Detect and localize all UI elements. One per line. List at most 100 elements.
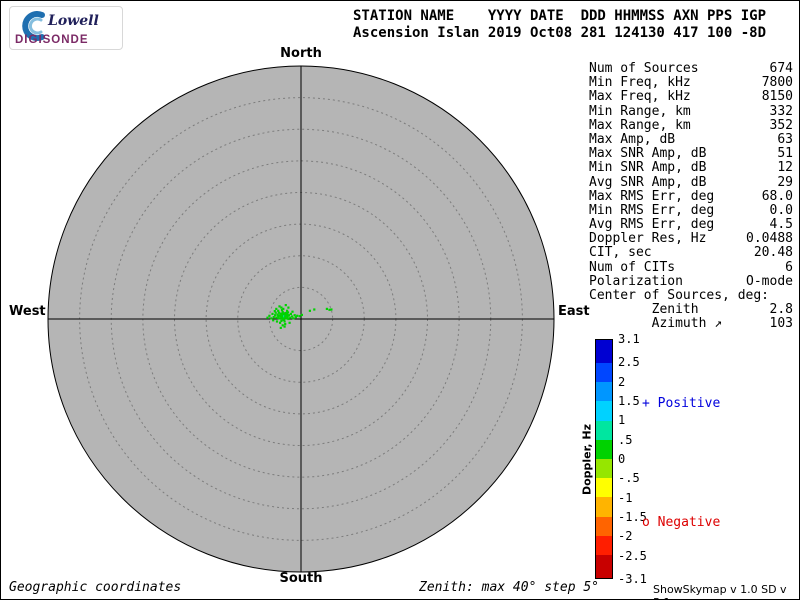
stat-label: Avg RMS Err, deg — [589, 217, 715, 233]
positive-doppler-legend: + Positive — [642, 396, 721, 411]
colorbar-tick-label: -3.1 — [618, 572, 647, 586]
colorbar-tick-label: 3.1 — [618, 332, 640, 346]
scatter-points — [266, 304, 333, 329]
stat-row: Max Amp, dB 63 — [589, 131, 793, 147]
stat-row: Min Freq, kHz 7800 — [589, 75, 793, 91]
stat-value: 12 — [777, 160, 793, 176]
header-columns: STATION NAME YYYY DATE DDD HHMMSS AXN PP… — [353, 8, 767, 24]
stat-label: Max Freq, kHz — [589, 89, 691, 105]
stat-value: 68.0 — [761, 188, 793, 204]
colorbar-segment — [596, 340, 612, 364]
compass-west-label: West — [9, 304, 46, 319]
negative-doppler-legend: o Negative — [642, 515, 721, 530]
compass-north-label: North — [280, 46, 322, 61]
colorbar-tick-label: 2.5 — [618, 355, 640, 370]
colorbar-tick-label: -1.5 — [618, 510, 647, 525]
stat-label: Min Freq, kHz — [589, 75, 691, 91]
stat-label: Num of Sources — [589, 61, 699, 76]
stat-label: Max RMS Err, deg — [589, 188, 715, 204]
colorbar-segment — [596, 439, 612, 459]
colorbar-tick-label: 0 — [618, 452, 626, 466]
crosshair-axes — [48, 66, 554, 572]
logo-product: DIGISONDE — [15, 34, 89, 46]
colorbar-tick-label: 1.5 — [618, 393, 640, 408]
compass-south-label: South — [279, 571, 323, 586]
coordinates-mode-label: Geographic coordinates — [9, 580, 182, 595]
colorbar-segment — [596, 363, 612, 383]
stat-row: Max RMS Err, deg 68.0 — [589, 188, 793, 204]
stat-label: Max Range, km — [589, 117, 691, 133]
stat-row: CIT, sec 20.48 — [589, 246, 793, 260]
stat-row: Num of Sources 674 — [589, 61, 793, 76]
stat-value: 6 — [785, 259, 793, 275]
stat-row: Avg SNR Amp, dB 29 — [589, 174, 793, 190]
stat-value: 0.0488 — [746, 231, 793, 247]
stat-value: 4.5 — [769, 217, 793, 233]
logo-name: Lowell — [48, 13, 99, 29]
stat-row: Min Range, km 332 — [589, 103, 793, 119]
colorbar-tick-label: 2 — [618, 374, 626, 389]
stat-row: Min RMS Err, deg 0.0 — [589, 202, 793, 218]
header-station-values: Ascension Islan 2019 Oct08 281 124130 41… — [353, 25, 767, 41]
stat-label: Min Range, km — [589, 103, 691, 119]
stat-label: Azimuth ↗ — [589, 316, 723, 332]
stat-value: 103 — [769, 316, 793, 332]
colorbar-segment — [596, 535, 612, 555]
stat-value: 0.0 — [769, 202, 793, 218]
stat-row: Polarization O-mode — [589, 273, 793, 289]
stat-value: 63 — [777, 131, 793, 147]
colorbar-segment — [596, 554, 612, 578]
stat-value: 51 — [777, 146, 793, 162]
stat-row: Max SNR Amp, dB 51 — [589, 146, 793, 162]
stat-value: 2.8 — [769, 302, 793, 318]
stat-label: Min RMS Err, deg — [589, 202, 715, 218]
colorbar-segment — [596, 458, 612, 479]
colorbar-segment — [596, 478, 612, 498]
stat-row: Zenith 2.8 — [589, 302, 793, 318]
software-version-label: ShowSkymap v 1.0 SD v 5.1 — [653, 583, 787, 599]
stat-label: Max SNR Amp, dB — [589, 146, 707, 162]
stat-label: Center of Sources, deg: — [589, 288, 770, 303]
measurement-stats-panel: Num of Sources 674 Min Freq, kHz 7800 Max Fr… — [589, 61, 793, 332]
colorbar-tick-label: -2 — [618, 529, 633, 544]
stat-value: 8150 — [761, 89, 793, 105]
lowell-digisonde-logo: Lowell DIGISONDE — [9, 6, 123, 50]
stat-value: 674 — [769, 61, 793, 76]
stat-row: Azimuth ↗ 103 — [589, 317, 793, 331]
stat-value: 332 — [769, 103, 793, 119]
stat-row: Avg RMS Err, deg 4.5 — [589, 217, 793, 233]
colorbar-tick-label: .5 — [618, 432, 633, 447]
compass-east-label: East — [558, 304, 590, 319]
colorbar-segment — [596, 497, 612, 517]
colorbar-segment — [596, 382, 612, 402]
stat-value: 7800 — [761, 75, 793, 91]
stat-value: 29 — [777, 174, 793, 190]
stat-value: 20.48 — [753, 245, 793, 261]
stat-label: Min SNR Amp, dB — [589, 160, 707, 176]
stat-row: Center of Sources, deg: — [589, 288, 793, 303]
colorbar-tick-labels: 3.1 2.5 2 1.5 1.5 0 -.5 -1 -1.5 -2 -2.5 -3.1 — [618, 333, 660, 586]
stat-row: Doppler Res, Hz 0.0488 — [589, 232, 793, 246]
colorbar-tick-label: -.5 — [618, 471, 640, 486]
stat-row: Max Range, km 352 — [589, 117, 793, 133]
stat-label: Polarization — [589, 273, 683, 289]
lowell-crescent-icon — [22, 11, 45, 41]
colorbar-tick-label: -1 — [618, 490, 633, 505]
stat-row: Num of CITs 6 — [589, 259, 793, 275]
colorbar-tick-label: 1 — [618, 413, 626, 428]
colorbar-segment — [596, 401, 612, 421]
stat-row: Min SNR Amp, dB 12 — [589, 161, 793, 175]
stat-row: Max Freq, kHz 8150 — [589, 90, 793, 104]
stat-value: O-mode — [746, 273, 793, 289]
doppler-colorbar — [595, 339, 613, 579]
colorbar-segment — [596, 420, 612, 440]
stat-label: Doppler Res, Hz — [589, 231, 707, 247]
stat-label: Avg SNR Amp, dB — [589, 174, 707, 190]
stat-label: Zenith — [589, 302, 699, 318]
colorbar-axis-title: Doppler, Hz — [580, 423, 594, 496]
stat-label: CIT, sec — [589, 245, 652, 261]
stat-label: Max Amp, dB — [589, 131, 676, 147]
stat-label: Num of CITs — [589, 259, 676, 275]
